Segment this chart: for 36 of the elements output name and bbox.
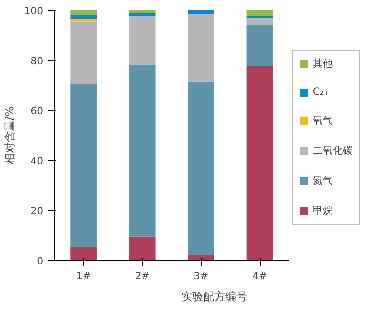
bar [129, 64, 156, 237]
bar [246, 26, 274, 66]
y-axis-title: 相对含量/% [3, 106, 16, 165]
y-tick-label: 60 [30, 106, 44, 118]
bar [70, 247, 98, 260]
legend-label: C₂₊ [313, 87, 330, 98]
y-tick-label: 80 [30, 56, 44, 68]
bar [246, 18, 274, 26]
bar [70, 10, 98, 16]
legend-label: 其他 [313, 58, 333, 71]
bar [70, 22, 98, 84]
x-tick-label: 2# [135, 272, 150, 282]
bar [129, 16, 156, 65]
legend-label: 甲烷 [313, 204, 333, 218]
bar [246, 10, 274, 16]
bar [188, 82, 214, 256]
legend-label: 氧气 [313, 115, 333, 128]
y-tick-label: 0 [37, 256, 44, 268]
bar [188, 10, 214, 14]
bar [70, 19, 98, 22]
x-tick-label: 4# [252, 272, 268, 282]
legend-label: 氮气 [313, 175, 333, 188]
x-tick-label: 1# [76, 272, 92, 282]
bar [246, 66, 274, 260]
y-tick-label: 100 [24, 6, 44, 18]
x-axis-title: 实验配方编号 [182, 290, 248, 304]
bar [70, 84, 98, 248]
x-tick-label: 3# [194, 272, 209, 282]
legend-label: 二氧化碳 [313, 144, 353, 158]
bar [188, 14, 214, 82]
bar [70, 16, 98, 20]
bar [129, 236, 156, 260]
bar [129, 13, 156, 16]
y-tick-label: 20 [30, 206, 44, 218]
bar [129, 10, 156, 14]
y-tick-label: 40 [30, 156, 44, 168]
